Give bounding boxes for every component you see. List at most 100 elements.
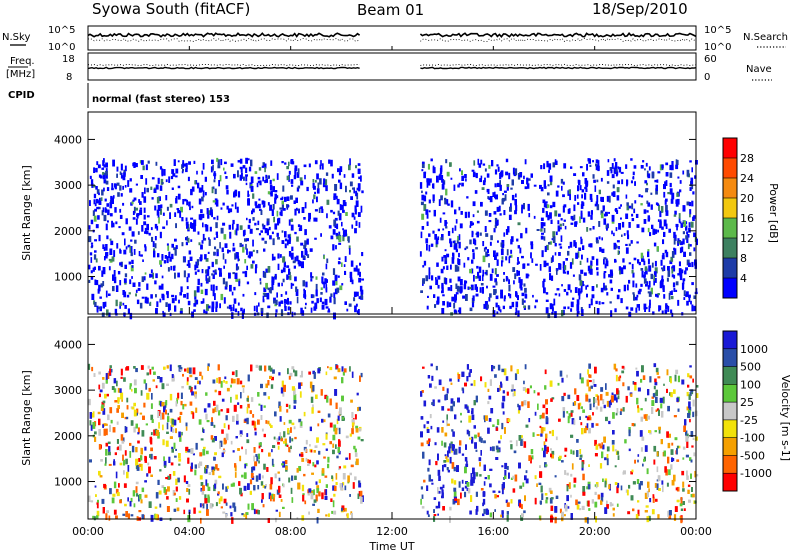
colorbar-tick-label: 12 [740,232,754,245]
echo-cell [679,221,682,224]
echo-cell [458,286,461,292]
echo-cell [135,486,138,493]
echo-cell [500,435,502,440]
echo-cell [90,277,94,280]
echo-cell [270,190,273,197]
echo-cell [655,184,658,191]
echo-cell [517,295,519,301]
echo-cell [296,517,299,520]
echo-cell [533,215,536,219]
echo-cell [690,300,692,305]
echo-cell [185,217,188,222]
echo-cell [638,261,641,266]
echo-cell [259,281,262,285]
echo-cell [134,387,137,394]
echo-cell [653,275,655,281]
echo-cell [427,163,430,170]
echo-cell [116,182,120,186]
echo-cell [550,453,552,458]
echo-cell [570,513,573,520]
echo-cell [541,232,544,235]
echo-cell [499,385,501,391]
echo-cell [183,257,185,263]
echo-cell [502,193,504,196]
echo-cell [105,378,108,384]
echo-cell [558,213,561,217]
echo-cell [501,260,504,263]
echo-cell [304,500,307,505]
echo-cell [133,402,136,407]
echo-cell [98,470,101,476]
echo-cell [186,276,189,283]
echo-cell [465,178,467,182]
echo-cell [326,213,328,219]
echo-cell [144,446,147,451]
echo-cell [680,223,683,228]
echo-cell [682,446,686,450]
echo-cell [205,311,208,314]
echo-cell [161,168,164,175]
echo-cell [524,364,527,370]
echo-cell [180,367,183,370]
echo-cell [567,416,570,424]
echo-cell [595,394,598,397]
echo-cell [107,372,110,379]
echo-cell [95,224,99,229]
echo-cell [510,499,513,504]
echo-cell [293,369,295,373]
echo-cell [185,162,188,169]
echo-cell [627,386,630,391]
echo-cell [535,299,538,303]
echo-cell [558,263,561,270]
echo-cell [606,181,610,184]
echo-cell [427,514,430,517]
echo-cell [307,459,310,463]
echo-cell [647,227,650,233]
echo-cell [421,162,425,169]
echo-cell [199,475,203,480]
echo-cell [332,280,336,286]
echo-cell [664,249,668,254]
echo-cell [258,167,262,171]
echo-cell [271,376,274,381]
echo-cell [676,499,680,503]
echo-cell [103,187,105,192]
echo-cell [254,268,257,274]
echo-cell [466,429,469,435]
echo-cell [540,165,543,170]
echo-cell [271,281,274,284]
echo-cell [563,204,567,208]
echo-cell [286,204,289,208]
echo-cell [235,436,238,439]
echo-cell [166,256,169,264]
y-tick-label: 2000 [54,430,82,443]
echo-cell [495,302,498,308]
echo-cell [633,208,636,214]
echo-cell [579,402,582,406]
echo-cell [211,159,214,165]
echo-cell [580,238,583,245]
echo-cell [277,263,280,270]
echo-cell [544,245,547,252]
echo-cell [645,505,649,508]
echo-cell [334,427,338,435]
echo-cell [215,222,218,229]
echo-cell [205,413,208,420]
echo-cell [441,427,444,433]
echo-cell [208,305,211,309]
echo-cell [663,294,666,299]
echo-cell [571,258,574,265]
echo-cell [545,438,548,442]
echo-cell [637,454,640,457]
echo-cell [257,180,260,184]
echo-cell [515,440,518,447]
echo-cell [287,368,289,375]
echo-cell [279,405,282,412]
echo-cell [361,190,364,194]
echo-cell [133,379,137,386]
echo-cell [532,294,534,298]
echo-cell [200,482,204,486]
echo-cell [614,482,618,486]
echo-cell [640,481,643,486]
echo-cell [117,446,120,450]
